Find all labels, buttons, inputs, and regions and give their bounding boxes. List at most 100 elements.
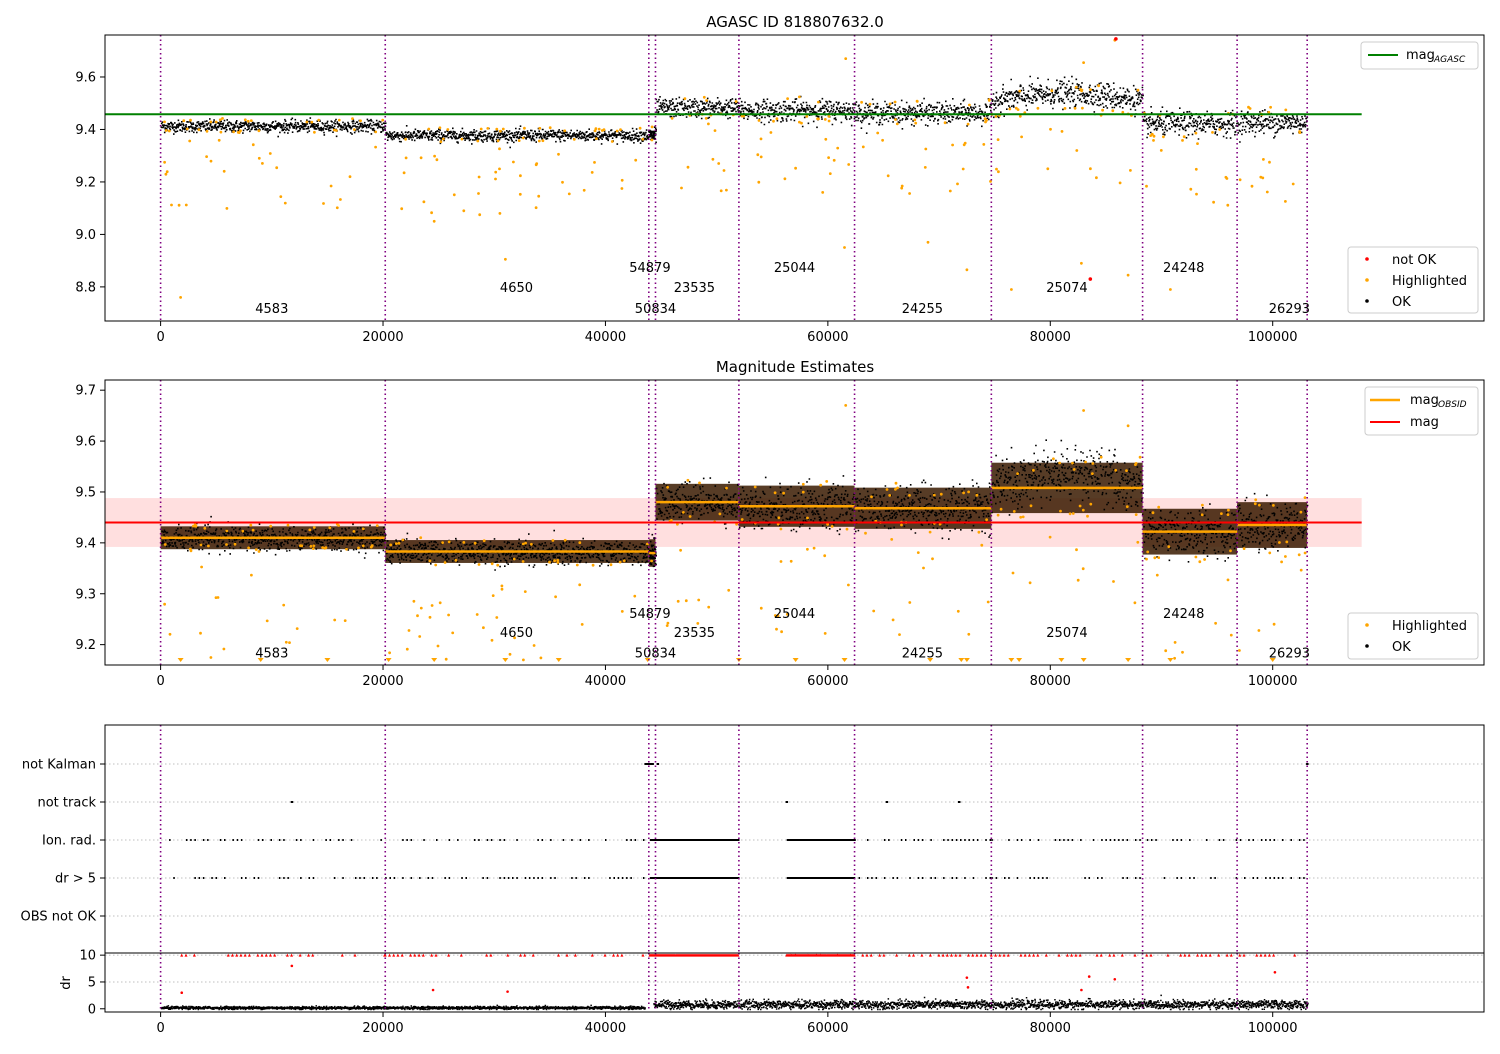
obsid-label: 54879 bbox=[629, 261, 670, 276]
obsid-label: 4583 bbox=[255, 302, 288, 317]
legend-marker bbox=[1365, 299, 1369, 303]
x-tick-label: 20000 bbox=[362, 674, 403, 689]
ok-points-segment bbox=[1142, 503, 1239, 563]
x-tick-label: 80000 bbox=[1030, 674, 1071, 689]
legend-label: Highlighted bbox=[1392, 274, 1467, 289]
dr-not-ok-point bbox=[506, 990, 509, 993]
legend-box bbox=[1347, 612, 1479, 660]
dr-clipped-points bbox=[180, 953, 1297, 957]
legend-marker bbox=[1365, 257, 1369, 261]
legend-label-mag-obsid: mag bbox=[1410, 393, 1439, 408]
dr-not-ok-point bbox=[1273, 971, 1277, 974]
flag-points bbox=[169, 839, 382, 841]
out-of-range-marker bbox=[1058, 658, 1065, 662]
obsid-label: 25044 bbox=[774, 607, 815, 622]
x-tick-label: 0 bbox=[156, 1021, 164, 1036]
flag-points bbox=[1163, 877, 1305, 879]
obsid-label: 4583 bbox=[255, 646, 288, 661]
flag-category-label: OBS not OK bbox=[21, 910, 97, 925]
obsid-label: 25074 bbox=[1046, 281, 1087, 296]
legend-label: OK bbox=[1392, 640, 1411, 655]
chart-title: AGASC ID 818807632.0 bbox=[706, 13, 884, 31]
dr-not-ok-point bbox=[290, 964, 294, 968]
obsid-label: 54879 bbox=[629, 607, 670, 622]
plot-area: 4583 4650 54879 50834 23535 25044 24255 25074 24… bbox=[105, 35, 1362, 321]
obsid-label: 50834 bbox=[635, 646, 676, 661]
x-tick-label: 80000 bbox=[1030, 330, 1071, 345]
legend-label-mag: mag bbox=[1406, 48, 1435, 63]
obsid-label: 50834 bbox=[635, 302, 676, 317]
dr-not-ok-point bbox=[180, 991, 184, 994]
flag-points bbox=[649, 839, 740, 841]
y-tick-label: 9.4 bbox=[75, 123, 96, 138]
out-of-range-marker bbox=[841, 658, 848, 662]
out-of-range-marker bbox=[1167, 658, 1174, 662]
legend-lines: mag AGASC bbox=[1360, 41, 1479, 70]
plot-area bbox=[105, 953, 1484, 1012]
y-tick-label: 9.6 bbox=[75, 70, 96, 85]
obsid-label: 23535 bbox=[674, 626, 715, 641]
x-tick-label: 0 bbox=[156, 330, 164, 345]
ok-points-segment bbox=[854, 479, 993, 540]
x-tick-label: 20000 bbox=[362, 330, 403, 345]
y-tick-label: 9.2 bbox=[75, 175, 96, 190]
legend-label: not OK bbox=[1392, 253, 1437, 268]
legend-label: OK bbox=[1392, 295, 1411, 310]
x-tick-label: 40000 bbox=[585, 674, 626, 689]
obsid-label: 25044 bbox=[774, 261, 815, 276]
flag-points bbox=[173, 877, 378, 879]
obsid-label: 24248 bbox=[1163, 607, 1204, 622]
flag-points bbox=[991, 839, 1141, 841]
dr-not-ok-point bbox=[1113, 977, 1117, 981]
flag-category-label: Ion. rad. bbox=[42, 834, 96, 849]
legend-points: not OK Highlighted OK bbox=[1347, 246, 1479, 314]
flag-category-label: dr > 5 bbox=[55, 872, 96, 887]
x-tick-label: 100000 bbox=[1248, 330, 1298, 345]
ok-points-segment bbox=[655, 477, 741, 530]
y-tick-label: 5 bbox=[88, 975, 96, 990]
out-of-range-marker bbox=[177, 658, 184, 662]
ok-points-segment bbox=[991, 75, 1144, 119]
legend-label-subscript: OBSID bbox=[1438, 400, 1467, 410]
dr-not-ok-point bbox=[1087, 975, 1091, 978]
x-tick-label: 40000 bbox=[585, 1021, 626, 1036]
y-tick-label: 10 bbox=[79, 949, 96, 964]
axes-frame bbox=[104, 952, 1485, 1013]
x-tick-label: 20000 bbox=[362, 1021, 403, 1036]
x-tick-label: 60000 bbox=[807, 330, 848, 345]
out-of-range-marker bbox=[555, 658, 562, 662]
obsid-label: 23535 bbox=[674, 281, 715, 296]
y-tick-label: 9.7 bbox=[75, 384, 96, 399]
dr-not-ok-point bbox=[966, 986, 970, 989]
flag-category-label: not track bbox=[37, 796, 96, 811]
out-of-range-marker bbox=[1008, 658, 1015, 662]
legend-label: Highlighted bbox=[1392, 619, 1467, 634]
flag-points bbox=[786, 839, 856, 841]
panel-dr: 0 20000 40000 60000 80000 100000 0 5 10 dr bbox=[59, 949, 1485, 1036]
obsid-label: 24248 bbox=[1163, 261, 1204, 276]
legend-box bbox=[1360, 41, 1479, 70]
dr-ok-points bbox=[160, 994, 1309, 1011]
out-of-range-marker bbox=[324, 658, 331, 662]
plot-area: 4583 4650 54879 50834 23535 25044 24255 25074 24… bbox=[105, 380, 1362, 665]
out-of-range-marker bbox=[1016, 658, 1023, 662]
y-tick-label: 9.0 bbox=[75, 228, 96, 243]
x-tick-label: 60000 bbox=[807, 1021, 848, 1036]
out-of-range-marker bbox=[431, 658, 438, 662]
legend-marker bbox=[1365, 623, 1369, 627]
ok-points-segment bbox=[738, 95, 856, 129]
out-of-range-marker bbox=[963, 658, 970, 662]
y-tick-label: 9.5 bbox=[75, 485, 96, 500]
obsid-label: 4650 bbox=[500, 281, 533, 296]
y-tick-label: 0 bbox=[88, 1002, 96, 1017]
x-tick-label: 60000 bbox=[807, 674, 848, 689]
ok-points-segment bbox=[385, 125, 651, 149]
obsid-label: 24255 bbox=[902, 302, 943, 317]
axes-frame bbox=[104, 379, 1485, 666]
ok-points-segment bbox=[648, 533, 657, 568]
obsid-label: 4650 bbox=[500, 626, 533, 641]
out-of-range-marker bbox=[1080, 658, 1087, 662]
out-of-range-marker bbox=[502, 658, 509, 662]
